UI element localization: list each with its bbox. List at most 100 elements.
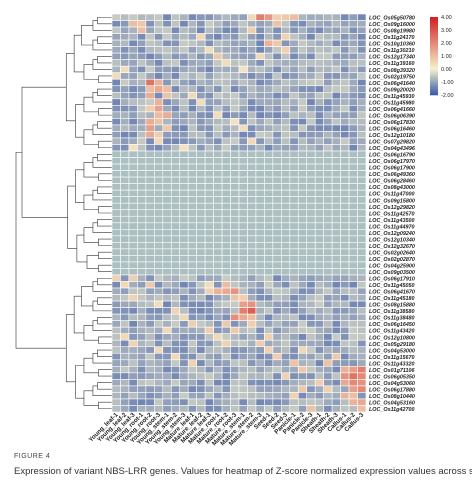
heatmap-cell	[196, 46, 206, 54]
heatmap-cell	[179, 33, 189, 41]
heatmap-cell	[187, 183, 197, 191]
heatmap-cell	[187, 189, 197, 197]
heatmap-cell	[357, 85, 367, 93]
heatmap-cell	[357, 333, 367, 341]
heatmap-cell	[137, 320, 147, 328]
heatmap-cell	[204, 183, 214, 191]
heatmap-cell	[179, 13, 189, 21]
heatmap-cell	[187, 72, 197, 80]
heatmap-cell	[289, 307, 299, 315]
heatmap-cell	[137, 372, 147, 380]
heatmap-cell	[213, 137, 223, 145]
heatmap-cell	[297, 255, 308, 263]
heatmap-cell	[145, 346, 155, 354]
heatmap-cell	[213, 78, 223, 87]
heatmap-cell	[213, 170, 223, 178]
legend-gradient-step	[430, 93, 438, 96]
heatmap-cell	[111, 352, 121, 361]
heatmap-cell	[264, 189, 274, 197]
heatmap-cell	[230, 313, 240, 321]
heatmap-cell	[230, 242, 240, 250]
heatmap-cell	[120, 98, 130, 106]
heatmap-cell	[170, 366, 181, 374]
heatmap-cell	[154, 131, 164, 139]
heatmap-cell	[128, 405, 138, 413]
heatmap-cell	[289, 346, 299, 354]
heatmap-cell	[314, 26, 324, 34]
dendrogram-branch	[73, 295, 84, 334]
gene-label: LOC_Os11g42700	[369, 407, 414, 413]
heatmap-cell	[357, 242, 367, 250]
heatmap-cell	[238, 157, 248, 165]
heatmap-cell	[128, 300, 138, 308]
heatmap-cell	[297, 333, 308, 341]
heatmap-cell	[154, 268, 164, 276]
heatmap-cell	[213, 287, 223, 295]
heatmap-cell	[331, 85, 341, 93]
heatmap-cell	[264, 78, 274, 87]
heatmap-cell	[196, 65, 206, 74]
heatmap-cell	[306, 248, 316, 256]
dendrogram-branch	[98, 173, 112, 181]
heatmap-cell	[357, 111, 367, 119]
heatmap-cell	[331, 124, 341, 132]
heatmap-cell	[238, 176, 248, 184]
heatmap-cell	[111, 85, 121, 93]
heatmap-cell	[340, 242, 350, 250]
heatmap-cell	[162, 157, 172, 165]
heatmap-cell	[170, 248, 181, 256]
heatmap-cell	[314, 294, 324, 302]
heatmap-cell	[314, 59, 324, 67]
heatmap-cell	[204, 65, 214, 74]
heatmap-cell	[145, 215, 155, 224]
dendrogram-branch	[98, 140, 112, 149]
heatmap-cell	[323, 163, 333, 171]
heatmap-cell	[145, 313, 155, 321]
heatmap-cell	[111, 150, 121, 158]
heatmap-cell	[247, 405, 257, 413]
gene-label: LOC_Os11g44970	[369, 224, 414, 230]
heatmap-cell	[281, 137, 291, 145]
heatmap-cell	[179, 333, 189, 341]
heatmap-cell	[314, 235, 324, 243]
heatmap-cell	[314, 202, 324, 211]
heatmap-cell	[221, 326, 231, 334]
heatmap-cell	[247, 300, 257, 308]
heatmap-cell	[179, 150, 189, 158]
heatmap-cell	[238, 202, 248, 211]
heatmap-cell	[154, 33, 164, 41]
heatmap-cell	[170, 255, 181, 263]
heatmap-cell	[120, 268, 130, 276]
heatmap-cell	[154, 189, 164, 197]
heatmap-cell	[204, 170, 214, 178]
legend-gradient-step	[430, 85, 438, 88]
heatmap-cell	[297, 144, 308, 152]
heatmap-cell	[348, 78, 358, 87]
heatmap-cell	[111, 366, 121, 374]
heatmap-cell	[357, 157, 367, 165]
heatmap-cell	[238, 392, 248, 400]
heatmap-cell	[196, 248, 206, 256]
heatmap-cell	[187, 333, 197, 341]
dendrogram-branch	[97, 153, 112, 162]
heatmap-cell	[154, 255, 164, 263]
heatmap-cell	[289, 124, 299, 132]
heatmap-cell	[187, 242, 197, 250]
heatmap-cell	[221, 65, 231, 74]
heatmap-cell	[120, 118, 130, 126]
heatmap-cell	[137, 229, 147, 237]
gene-label: LOC_Os05g50780	[369, 16, 415, 22]
legend-gradient-step	[430, 71, 438, 74]
heatmap-cell	[154, 242, 164, 250]
heatmap-cell	[340, 65, 350, 74]
heatmap-cell	[162, 13, 172, 21]
heatmap-cell	[111, 46, 121, 54]
heatmap-cell	[247, 33, 257, 41]
heatmap-cell	[213, 26, 223, 34]
heatmap-cell	[264, 392, 274, 400]
heatmap-cell	[137, 333, 147, 341]
heatmap-cell	[230, 72, 240, 80]
heatmap-cell	[323, 189, 333, 197]
heatmap-cell	[331, 366, 341, 374]
heatmap-cell	[111, 72, 121, 80]
